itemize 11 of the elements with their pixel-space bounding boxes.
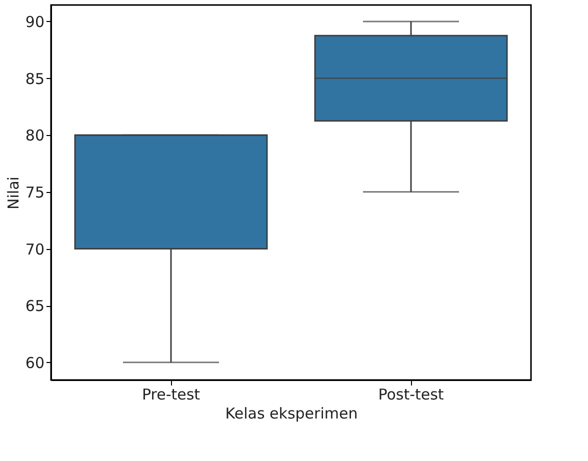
y-tick-label: 60 <box>25 354 44 372</box>
y-tick-label: 70 <box>25 240 44 258</box>
y-tick-label: 85 <box>25 70 44 88</box>
y-axis-title: Nilai <box>4 176 22 210</box>
x-tick-label: Post-test <box>378 386 444 404</box>
y-tick-label: 80 <box>25 126 44 145</box>
y-tick-label: 75 <box>25 183 44 202</box>
y-tick-label: 90 <box>25 12 44 31</box>
x-axis-title: Kelas eksperimen <box>225 404 358 422</box>
y-tick-label: 65 <box>25 297 44 316</box>
x-tick-label: Pre-test <box>142 386 200 404</box>
